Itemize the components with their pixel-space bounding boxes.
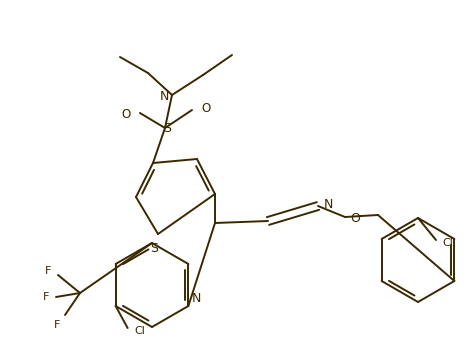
Text: O: O <box>350 211 360 225</box>
Text: S: S <box>163 122 171 135</box>
Text: F: F <box>45 266 51 276</box>
Text: O: O <box>201 103 211 116</box>
Text: F: F <box>54 320 60 330</box>
Text: N: N <box>191 292 201 305</box>
Text: S: S <box>150 242 158 255</box>
Text: F: F <box>43 292 49 302</box>
Text: Cl: Cl <box>134 326 145 336</box>
Text: O: O <box>121 108 131 121</box>
Text: N: N <box>323 198 333 211</box>
Text: Cl: Cl <box>443 238 453 248</box>
Text: N: N <box>159 90 169 103</box>
